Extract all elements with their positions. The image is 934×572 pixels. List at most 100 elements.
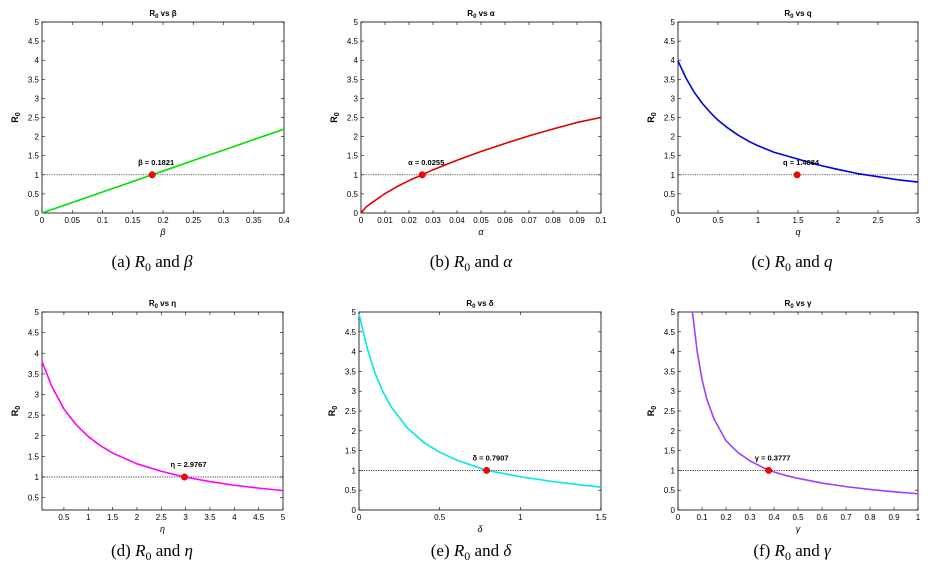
x-tick-label: 0.05 <box>473 216 489 225</box>
y-tick-label: 0.5 <box>28 190 40 199</box>
caption-and: and <box>151 541 184 560</box>
caption-prefix: (d) <box>111 541 135 560</box>
y-tick-label: 2 <box>671 133 676 142</box>
plot-title-r: R <box>149 299 155 308</box>
x-tick-label: 0.03 <box>425 216 441 225</box>
x-tick-label: 0.02 <box>401 216 417 225</box>
x-tick-label: 2 <box>836 216 841 225</box>
plot-title-sub: 0 <box>790 304 794 310</box>
y-tick-label: 1.5 <box>28 452 40 461</box>
marker-label: β = 0.1821 <box>138 158 174 167</box>
y-tick-label: 1.5 <box>345 447 357 456</box>
x-tick-label: 0.2 <box>720 513 732 522</box>
plot-title-rest: vs β <box>158 9 176 18</box>
plot-title-sub: 0 <box>473 14 477 20</box>
y-tick-label: 0 <box>35 209 40 218</box>
x-tick-label: 0.3 <box>744 513 756 522</box>
x-axis-label: q <box>795 227 800 237</box>
x-tick-label: 0.01 <box>377 216 393 225</box>
x-tick-label: 1 <box>518 513 523 522</box>
panel-caption: (e) R0 and δ <box>431 541 513 563</box>
x-tick-label: 1.5 <box>792 216 804 225</box>
y-axis-label: R0 <box>327 406 339 417</box>
x-tick-label: 0.9 <box>888 513 900 522</box>
y-tick-label: 0.5 <box>664 190 676 199</box>
y-tick-label: 5 <box>352 308 357 317</box>
y-tick-label: 2 <box>671 427 676 436</box>
plot-title: R0 vs β <box>149 9 176 20</box>
plot-title-r: R <box>467 9 473 18</box>
y-tick-label: 4.5 <box>664 328 676 337</box>
y-tick-label: 5 <box>354 18 359 27</box>
y-tick-label: 3 <box>671 94 676 103</box>
caption-r: R <box>134 252 146 271</box>
y-tick-label: 3 <box>35 94 40 103</box>
threshold-marker <box>765 466 773 474</box>
plot-title-r: R <box>784 9 790 18</box>
caption-r-sub: 0 <box>464 260 470 274</box>
plot-title: R0 vs q <box>784 9 811 20</box>
x-tick-label: 0 <box>359 216 364 225</box>
caption-r: R <box>453 541 465 560</box>
y-axis-label: R0 <box>10 406 22 417</box>
y-tick-label: 2.5 <box>345 407 357 416</box>
plot-title-sub: 0 <box>472 304 476 310</box>
caption-r-sub: 0 <box>785 260 791 274</box>
x-tick-label: 0.6 <box>816 513 828 522</box>
y-tick-label: 1 <box>671 171 676 180</box>
x-tick-label: 0 <box>676 216 681 225</box>
plot-title-sub: 0 <box>155 304 159 310</box>
x-tick-label: 2 <box>135 513 140 522</box>
x-tick-label: 0.1 <box>97 216 109 225</box>
caption-r: R <box>453 252 465 271</box>
caption-prefix: (b) <box>430 252 454 271</box>
x-tick-label: 0 <box>676 513 681 522</box>
marker-label: α = 0.0255 <box>408 158 444 167</box>
y-tick-label: 4 <box>35 56 40 65</box>
x-axis-label: α <box>478 227 484 237</box>
y-tick-label: 3 <box>671 387 676 396</box>
plot-frame <box>677 21 919 214</box>
x-tick-label: 0.25 <box>185 216 201 225</box>
y-tick-label: 3.5 <box>28 370 40 379</box>
y-tick-label: 4 <box>671 348 676 357</box>
caption-prefix: (a) <box>111 252 134 271</box>
caption-r: R <box>774 541 786 560</box>
x-tick-label: 0.5 <box>712 216 724 225</box>
x-tick-label: 0 <box>40 216 45 225</box>
y-axis-label-sub: 0 <box>332 406 339 410</box>
y-axis-label-sub: 0 <box>15 112 22 116</box>
x-tick-label: 3 <box>183 513 188 522</box>
y-axis-label-r: R <box>327 409 337 416</box>
y-tick-label: 2.5 <box>664 114 676 123</box>
x-tick-label: 0.1 <box>696 513 708 522</box>
threshold-marker <box>418 171 426 179</box>
y-tick-label: 3 <box>35 391 40 400</box>
caption-and: and <box>791 252 824 271</box>
caption-and: and <box>470 541 503 560</box>
x-tick-label: 0.3 <box>218 216 230 225</box>
plot-title: R0 vs δ <box>466 299 493 310</box>
y-tick-label: 2 <box>35 432 40 441</box>
y-tick-label: 1.5 <box>664 447 676 456</box>
x-tick-label: 0.8 <box>864 513 876 522</box>
plot-title-rest: vs η <box>158 299 176 308</box>
plot-title-sub: 0 <box>790 14 794 20</box>
y-axis-label-r: R <box>646 116 656 123</box>
y-tick-label: 2.5 <box>28 411 40 420</box>
caption-prefix: (c) <box>751 252 774 271</box>
threshold-marker <box>793 171 801 179</box>
y-tick-label: 0.5 <box>664 486 676 495</box>
y-tick-label: 3.5 <box>664 75 676 84</box>
x-tick-label: 0 <box>357 513 362 522</box>
plot-title-r: R <box>466 299 472 308</box>
y-axis-label: R0 <box>646 406 658 417</box>
y-tick-label: 5 <box>671 18 676 27</box>
x-tick-label: 4.5 <box>253 513 265 522</box>
panel-caption: (b) R0 and α <box>430 252 514 274</box>
threshold-marker <box>148 171 156 179</box>
y-tick-label: 2 <box>352 427 357 436</box>
plot-title-r: R <box>149 9 155 18</box>
